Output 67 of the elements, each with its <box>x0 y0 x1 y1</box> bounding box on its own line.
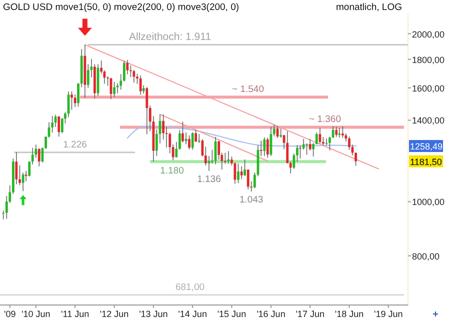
x-tick-label: '17 Jun <box>296 309 324 319</box>
x-tick-label: '15 Jun <box>217 309 246 319</box>
chart-title: GOLD USD move1(50, 0) move2(200, 0) move3(200, 0) <box>3 2 240 13</box>
ref-line-label: 1.226 <box>63 139 87 150</box>
candlestick <box>113 81 116 98</box>
x-tick-label: '18 Jun <box>334 309 364 319</box>
ref-line-label: ~ 1.540 <box>232 84 264 96</box>
x-tick-label: '16 Jun <box>256 309 286 319</box>
candlestick <box>306 143 308 156</box>
ref-line-label: ~ 1.360 <box>309 114 341 126</box>
x-tick-label: '10 Jun <box>22 309 50 319</box>
candlestick <box>308 138 312 151</box>
candlestick <box>266 137 269 158</box>
x-tick-label: '19 Jun <box>374 309 403 319</box>
y-tick-label: 1800,00 <box>412 54 445 65</box>
candlestick <box>120 74 122 90</box>
candlestick <box>263 137 266 156</box>
x-tick-label: '12 Jun <box>100 309 129 319</box>
annotation: 1181,50 <box>410 156 442 167</box>
candlestick <box>198 134 200 144</box>
candlestick <box>302 138 305 150</box>
y-tick-label: 1400,00 <box>412 116 445 126</box>
candlestick <box>227 150 230 164</box>
candlestick <box>51 116 54 134</box>
y-tick-label: 800,00 <box>412 251 440 262</box>
candlestick <box>194 130 197 142</box>
y-tick-label: 1600,00 <box>412 83 445 94</box>
candlestick <box>208 156 210 172</box>
candlestick <box>74 94 76 108</box>
candlestick <box>237 163 240 184</box>
candlestick <box>122 60 126 82</box>
candlestick <box>191 132 194 150</box>
x-tick-label: '13 Jun <box>139 309 168 319</box>
line-series <box>126 126 356 147</box>
annotation: 1.043 <box>239 194 264 206</box>
candlestick <box>24 170 28 182</box>
ref-line-label: Allzeithoch: 1.911 <box>128 30 212 43</box>
x-tick-label: '11 Jun <box>61 309 90 319</box>
candlestick <box>188 134 190 150</box>
candlestick <box>146 86 148 135</box>
candlestick <box>38 148 40 167</box>
y-tick-label: 2000,00 <box>412 29 445 40</box>
candlestick <box>58 116 60 138</box>
candlestick <box>280 128 282 138</box>
candlestick <box>342 126 344 138</box>
candlestick <box>15 152 18 185</box>
annotation: 1.136 <box>197 174 221 185</box>
annotation: 1258,49 <box>410 142 443 152</box>
candlestick <box>246 169 250 190</box>
candlestick <box>70 90 73 110</box>
candlestick <box>22 172 24 192</box>
ref-line-label: 681,00 <box>175 282 205 293</box>
candlestick <box>335 126 338 138</box>
candlestick <box>240 166 243 180</box>
candlestick <box>338 128 341 138</box>
candlestick <box>139 75 142 96</box>
x-tick-label: '09 <box>4 309 16 319</box>
x-tick-label: '14 Jun <box>178 309 207 319</box>
y-tick-label: 1000,00 <box>412 197 445 208</box>
candlestick <box>315 132 318 145</box>
chart-subtitle: monatlich, LOG <box>336 2 402 13</box>
candlestick <box>182 121 184 143</box>
candlestick <box>244 158 246 176</box>
ref-line-label: 1.180 <box>160 166 184 177</box>
candlestick <box>260 140 262 156</box>
candlestick <box>132 69 136 83</box>
candlestick <box>126 59 129 75</box>
